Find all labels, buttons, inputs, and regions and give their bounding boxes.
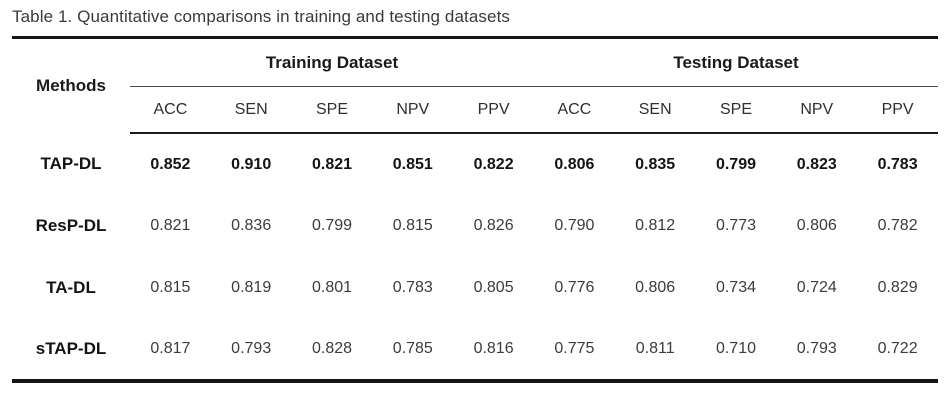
- metric-header-row: ACC SEN SPE NPV PPV ACC SEN SPE NPV PPV: [12, 86, 938, 134]
- metric-value: 0.815: [150, 279, 191, 296]
- metric-value: 0.776: [554, 279, 595, 296]
- table-caption: Table 1. Quantitative comparisons in tra…: [12, 7, 510, 26]
- metric-value: 0.821: [311, 155, 353, 173]
- metric-value: 0.815: [392, 217, 433, 234]
- metric-header-training-ppv: PPV: [453, 86, 534, 134]
- metric-value: 0.851: [392, 155, 433, 173]
- metric-value: 0.793: [231, 340, 272, 357]
- metric-value: 0.722: [877, 340, 918, 357]
- method-name: sTAP-DL: [35, 339, 107, 358]
- metric-value: 0.773: [715, 217, 756, 234]
- metric-value: 0.828: [311, 340, 353, 357]
- metric-value: 0.799: [715, 155, 756, 173]
- metric-value: 0.819: [231, 279, 272, 296]
- metric-value: 0.823: [796, 155, 837, 173]
- metric-value: 0.783: [392, 279, 433, 296]
- table-row-ta-dl: TA-DL 0.815 0.819 0.801 0.783 0.805 0.77…: [12, 257, 938, 319]
- metric-value: 0.782: [877, 217, 918, 234]
- metric-value: 0.910: [231, 155, 272, 173]
- metric-value: 0.835: [635, 155, 676, 173]
- table-row-tap-dl: TAP-DL 0.852 0.910 0.821 0.851 0.822 0.8…: [12, 133, 938, 195]
- metric-header-testing-ppv: PPV: [857, 86, 938, 134]
- methods-column-header: Methods: [36, 76, 106, 95]
- table-row-resp-dl: ResP-DL 0.821 0.836 0.799 0.815 0.826 0.…: [12, 195, 938, 257]
- metric-header-testing-npv: NPV: [776, 86, 858, 134]
- metric-value: 0.799: [311, 217, 353, 234]
- metric-value: 0.790: [554, 217, 595, 234]
- method-name: ResP-DL: [35, 216, 107, 235]
- training-dataset-header: Training Dataset: [130, 37, 534, 87]
- metric-value: 0.821: [150, 217, 191, 234]
- metric-header-training-acc: ACC: [130, 86, 211, 134]
- metric-value: 0.829: [877, 279, 918, 296]
- metric-header-training-spe: SPE: [291, 86, 373, 134]
- metric-header-testing-acc: ACC: [533, 86, 615, 134]
- metric-value: 0.805: [473, 279, 514, 296]
- metric-value: 0.775: [554, 340, 595, 357]
- metric-value: 0.783: [877, 155, 918, 173]
- testing-dataset-header: Testing Dataset: [533, 37, 938, 87]
- metric-value: 0.785: [392, 340, 433, 357]
- metric-value: 0.836: [231, 217, 272, 234]
- group-header-row: Methods Training Dataset Testing Dataset: [12, 37, 938, 95]
- metric-value: 0.710: [715, 340, 756, 357]
- metric-header-training-sen: SEN: [210, 86, 292, 134]
- metric-value: 0.816: [473, 340, 514, 357]
- table-row-stap-dl: sTAP-DL 0.817 0.793 0.828 0.785 0.816 0.…: [12, 319, 938, 381]
- metric-value: 0.806: [635, 279, 676, 296]
- results-table: Methods Training Dataset Testing Dataset…: [12, 36, 938, 383]
- method-name: TA-DL: [46, 278, 96, 297]
- metric-header-testing-spe: SPE: [695, 86, 777, 134]
- metric-value: 0.801: [311, 279, 353, 296]
- metric-value: 0.811: [635, 340, 675, 357]
- metric-header-training-npv: NPV: [372, 86, 454, 134]
- metric-value: 0.812: [635, 217, 676, 234]
- metric-value: 0.822: [473, 155, 514, 173]
- metric-value: 0.852: [150, 155, 191, 173]
- metric-value: 0.734: [715, 279, 756, 296]
- method-name: TAP-DL: [40, 154, 102, 173]
- metric-value: 0.826: [473, 217, 514, 234]
- metric-value: 0.806: [554, 155, 595, 173]
- metric-value: 0.817: [150, 340, 191, 357]
- metric-value: 0.724: [796, 279, 837, 296]
- metric-header-testing-sen: SEN: [614, 86, 696, 134]
- metric-value: 0.806: [796, 217, 837, 234]
- metric-value: 0.793: [796, 340, 837, 357]
